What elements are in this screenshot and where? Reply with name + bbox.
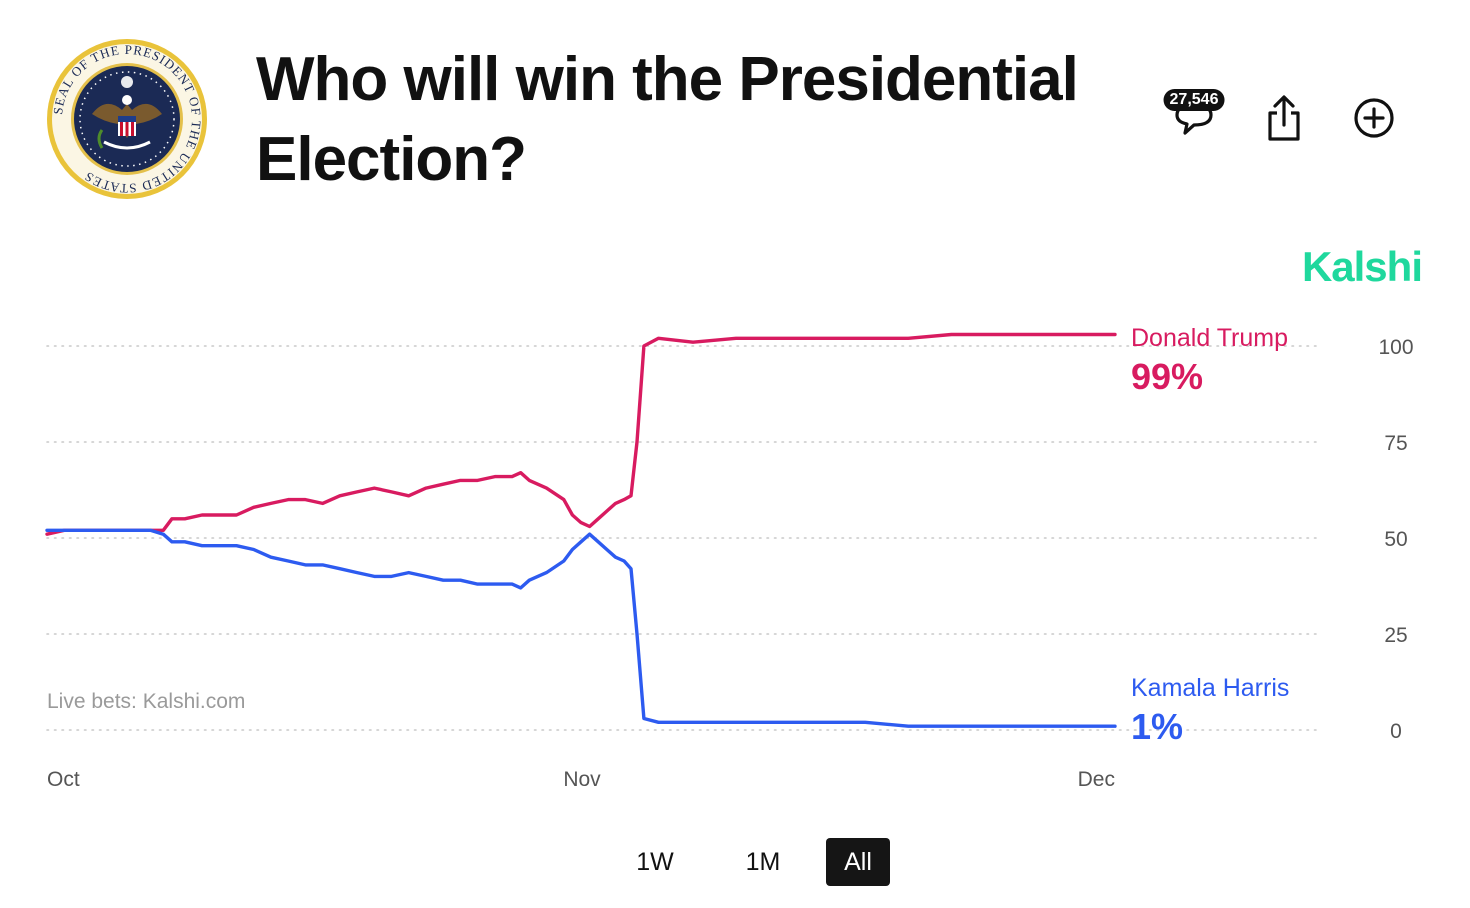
chart-series xyxy=(45,332,1117,728)
x-tick-label: Oct xyxy=(47,768,80,791)
range-all-button[interactable]: All xyxy=(826,838,890,886)
series-line-donald-trump xyxy=(45,332,1117,536)
range-1w-button[interactable]: 1W xyxy=(636,847,674,876)
chart-watermark: Live bets: Kalshi.com xyxy=(47,690,245,713)
comments-count-badge: 27,546 xyxy=(1163,89,1225,111)
y-tick-label: 75 xyxy=(1384,432,1407,455)
title-line-2: Election? xyxy=(256,125,527,194)
y-tick-label: 50 xyxy=(1384,528,1407,551)
y-tick-label: 100 xyxy=(1378,336,1413,359)
kalshi-logo: Kalshi xyxy=(1301,243,1423,290)
y-tick-label: 25 xyxy=(1384,624,1407,647)
y-axis-ticks: 100 75 50 25 0 xyxy=(1378,336,1413,743)
presidential-seal-logo: SEAL OF THE PRESIDENT OF THE UNITED STAT… xyxy=(47,39,207,199)
range-1m-button[interactable]: 1M xyxy=(745,847,781,876)
share-button[interactable] xyxy=(1258,92,1310,144)
series-name-label: Kamala Harris xyxy=(1131,674,1289,702)
title-line-1: Who will win the Presidential xyxy=(256,45,1079,114)
add-to-watchlist-button[interactable] xyxy=(1348,92,1400,144)
comments-button[interactable]: 27,546 xyxy=(1163,89,1225,144)
plus-circle-icon xyxy=(1354,98,1394,138)
y-tick-label: 0 xyxy=(1390,720,1402,743)
x-tick-label: Dec xyxy=(1078,768,1115,791)
series-labels: Donald Trump 99% Kamala Harris 1% xyxy=(1131,324,1289,747)
line-chart: 100 75 50 25 0 Oct Nov Dec Live bets: Kalshi.c… xyxy=(45,324,1414,791)
series-name-label: Donald Trump xyxy=(1131,324,1288,352)
x-axis-ticks: Oct Nov Dec xyxy=(47,768,1115,791)
header-actions: 27,546 xyxy=(1163,88,1400,148)
chart-gridlines xyxy=(46,345,1321,731)
series-value-label: 1% xyxy=(1131,706,1183,747)
x-tick-label: Nov xyxy=(563,768,601,791)
series-line-kamala-harris xyxy=(45,528,1117,728)
time-range-selector: 1W 1M All xyxy=(0,838,1470,886)
series-value-label: 99% xyxy=(1131,356,1203,397)
share-icon xyxy=(1268,95,1300,141)
page-title: Who will win the Presidential Election? xyxy=(256,40,1116,200)
